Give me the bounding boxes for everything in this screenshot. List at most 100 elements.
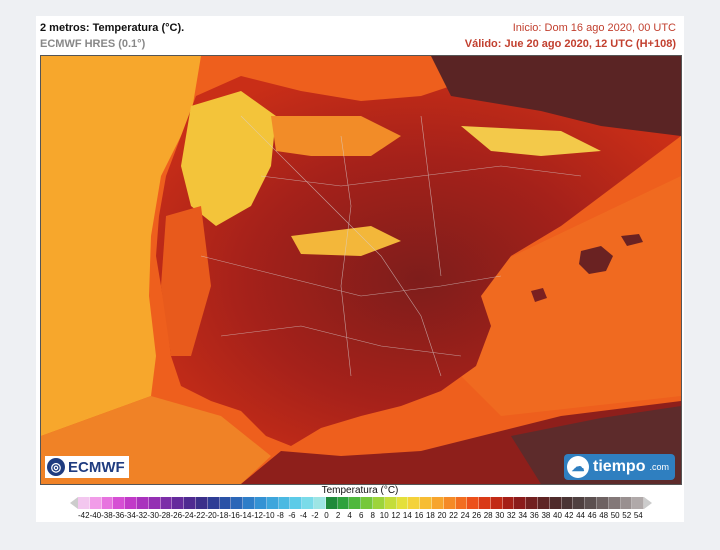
legend-tick-label: -2	[311, 511, 319, 520]
mallorca	[579, 246, 613, 274]
legend-tick-label: -6	[288, 511, 296, 520]
legend-tick-label: -36	[112, 511, 125, 520]
legend-swatch	[290, 497, 303, 509]
legend-swatch	[467, 497, 480, 509]
legend-tick-label: 14	[402, 511, 412, 520]
legend-tick-label: -30	[147, 511, 159, 520]
legend-tick-label: -24	[182, 511, 194, 520]
legend-swatch	[184, 497, 196, 509]
legend-tick-label: 34	[518, 511, 528, 520]
legend-tick-label: 4	[347, 511, 352, 520]
ecmwf-logo-icon: ◎	[47, 458, 65, 476]
legend-tick-label: -18	[216, 511, 229, 520]
iberian-peninsula	[156, 76, 681, 446]
cantabrian-zone	[271, 116, 401, 156]
legend-tick-label: 36	[529, 511, 539, 520]
legend-tick-label: -8	[276, 511, 284, 520]
legend-swatch	[325, 497, 338, 509]
legend-swatch	[585, 497, 598, 509]
legend-swatch	[243, 497, 255, 509]
map-title: 2 metros: Temperatura (°C).	[40, 22, 185, 34]
menorca	[621, 234, 643, 246]
valid-time: Válido: Jue 20 ago 2020, 12 UTC (H+108)	[464, 38, 676, 50]
legend-swatch	[538, 497, 550, 509]
france-region	[431, 56, 681, 136]
tiempo-logo: ☁ tiempo .com	[564, 454, 675, 480]
legend-max-arrow	[644, 497, 652, 509]
ecmwf-logo-text: ECMWF	[68, 458, 125, 476]
pyrenees-zone	[461, 126, 601, 156]
legend-swatch	[443, 497, 456, 509]
legend-swatch	[231, 497, 244, 509]
legend-tick-label: -14	[239, 511, 252, 520]
legend-tick-label: 20	[437, 511, 447, 520]
legend-swatch	[302, 497, 314, 509]
legend-tick-label: 24	[460, 511, 470, 520]
legend-swatch	[620, 497, 633, 509]
init-time: Inicio: Dom 16 ago 2020, 00 UTC	[512, 22, 676, 34]
legend-swatch	[101, 497, 114, 509]
legend-swatch	[160, 497, 173, 509]
legend-tick-label: 30	[495, 511, 505, 520]
legend-tick-label: 52	[622, 511, 632, 520]
tiempo-logo-text: tiempo	[593, 458, 646, 475]
forecast-card: 2 metros: Temperatura (°C). ECMWF HRES (…	[36, 16, 684, 522]
legend-min-arrow	[70, 497, 78, 509]
atlantic-cool-sea	[41, 56, 201, 436]
legend-tick-label: 50	[610, 511, 620, 520]
legend-colorbar	[78, 497, 645, 509]
legend-tick-label: 18	[425, 511, 435, 520]
legend-tick-label: -34	[124, 511, 136, 520]
legend-swatch	[89, 497, 102, 509]
legend-tick-label: 0	[324, 511, 329, 520]
legend-tick-label: -42	[78, 511, 90, 520]
legend-swatch	[549, 497, 562, 509]
legend-tick-label: -38	[101, 511, 113, 520]
ecmwf-logo: ◎ ECMWF	[45, 456, 129, 478]
legend-swatch	[502, 497, 515, 509]
legend-tick-label: 48	[599, 511, 609, 520]
legend-tick-label: 44	[576, 511, 585, 520]
legend-swatch	[573, 497, 586, 509]
legend-ticks: -42 -40 -38 -36 -34 -32 -30 -28 -26 -24 -22 -20 -18-…	[78, 511, 644, 520]
legend-tick-label: 12	[391, 511, 401, 520]
map-canvas	[41, 56, 681, 484]
legend-swatch	[219, 497, 232, 509]
legend-swatch	[396, 497, 409, 509]
legend-swatch	[207, 497, 220, 509]
model-label: ECMWF HRES (0.1°)	[40, 38, 146, 50]
portugal-coast-zone	[161, 206, 211, 356]
legend-swatch	[254, 497, 267, 509]
cloud-icon: ☁	[567, 456, 590, 478]
legend-tick-label: -32	[135, 511, 148, 520]
legend-swatch	[125, 497, 137, 509]
legend-tick-label: 28	[483, 511, 493, 520]
legend-tick-label: 16	[414, 511, 424, 520]
legend-swatch	[431, 497, 444, 509]
legend-swatch	[632, 497, 645, 509]
region-borders	[200, 115, 582, 377]
legend-swatch	[479, 497, 491, 509]
legend-swatch	[455, 497, 468, 509]
tiempo-logo-domain: .com	[649, 462, 669, 472]
legend-tick-label: -4	[299, 511, 307, 520]
legend-swatch	[148, 497, 161, 509]
legend-title: Temperatura (°C)	[321, 485, 399, 496]
legend-swatch	[136, 497, 149, 509]
legend-tick-label: 2	[335, 511, 341, 520]
legend-swatch	[597, 497, 609, 509]
legend-tick-label: 40	[553, 511, 562, 520]
legend-swatch	[349, 497, 362, 509]
legend-swatch	[420, 497, 432, 509]
legend-tick-label: 54	[633, 511, 643, 520]
legend-tick-label: 46	[587, 511, 597, 520]
legend-swatch	[172, 497, 185, 509]
legend-swatch	[526, 497, 539, 509]
legend-swatch	[372, 497, 385, 509]
legend-swatch	[361, 497, 373, 509]
legend-swatch	[78, 497, 90, 509]
legend-tick-label: 26	[472, 511, 482, 520]
legend-swatch	[313, 497, 326, 509]
legend-tick-label: -16	[228, 511, 240, 520]
legend-swatch	[195, 497, 208, 509]
